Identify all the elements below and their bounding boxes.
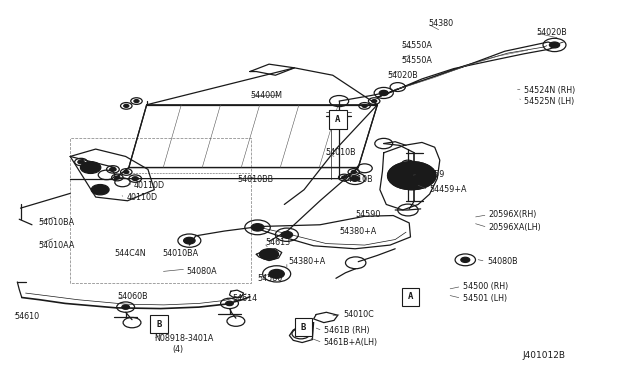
Bar — [294, 318, 312, 336]
Text: A: A — [335, 115, 340, 124]
Text: N08918-3401A: N08918-3401A — [154, 334, 214, 343]
Text: J401012B: J401012B — [522, 350, 565, 360]
Text: 54010C: 54010C — [343, 310, 374, 319]
Circle shape — [269, 269, 284, 278]
Circle shape — [81, 161, 100, 173]
Text: 54459: 54459 — [419, 170, 445, 179]
Text: 20596XA(LH): 20596XA(LH) — [489, 223, 541, 232]
Text: 54614: 54614 — [232, 294, 257, 303]
Bar — [401, 288, 419, 306]
Text: 54524N (RH): 54524N (RH) — [524, 86, 575, 94]
Circle shape — [549, 42, 559, 48]
Text: B: B — [157, 320, 162, 328]
Text: 54500 (RH): 54500 (RH) — [463, 282, 508, 291]
Text: 54459+A: 54459+A — [429, 185, 467, 194]
Text: B: B — [301, 323, 306, 331]
Circle shape — [78, 160, 84, 164]
Text: 54010AA: 54010AA — [38, 241, 75, 250]
Bar — [329, 110, 347, 129]
Text: 54020B: 54020B — [537, 28, 568, 37]
Text: 5461B+A(LH): 5461B+A(LH) — [324, 338, 378, 347]
Circle shape — [281, 231, 292, 238]
Text: 54613: 54613 — [265, 238, 291, 247]
Text: 54010BA: 54010BA — [38, 218, 74, 227]
Circle shape — [251, 224, 264, 231]
Text: 54080B: 54080B — [487, 257, 518, 266]
Circle shape — [124, 105, 129, 108]
Text: 54010BB: 54010BB — [237, 175, 273, 184]
Text: 54590: 54590 — [355, 210, 380, 219]
Text: 54550A: 54550A — [401, 56, 433, 65]
Text: 54010BA: 54010BA — [162, 250, 198, 259]
Circle shape — [406, 173, 417, 179]
Text: 5461B (RH): 5461B (RH) — [324, 326, 369, 335]
Text: 54010B: 54010B — [325, 148, 356, 157]
Text: 54501 (LH): 54501 (LH) — [463, 294, 507, 303]
Text: 54080A: 54080A — [186, 267, 217, 276]
Text: 54525N (LH): 54525N (LH) — [524, 97, 574, 106]
Text: A: A — [408, 292, 413, 301]
Circle shape — [184, 237, 195, 244]
Text: (4): (4) — [172, 345, 183, 354]
Circle shape — [388, 161, 436, 190]
Text: 54020B: 54020B — [388, 71, 419, 80]
Circle shape — [226, 301, 234, 306]
Circle shape — [134, 100, 139, 103]
Text: 544C4N: 544C4N — [115, 250, 147, 259]
Circle shape — [115, 176, 120, 179]
Circle shape — [351, 170, 356, 173]
Circle shape — [380, 90, 388, 96]
Text: 54380+A: 54380+A — [339, 227, 376, 235]
Text: 20596X(RH): 20596X(RH) — [489, 210, 537, 219]
Circle shape — [372, 100, 377, 103]
Text: 54380+A: 54380+A — [288, 257, 325, 266]
Bar — [150, 315, 168, 333]
Text: 54550A: 54550A — [401, 41, 433, 50]
Text: 54580: 54580 — [257, 274, 283, 283]
Text: 54060B: 54060B — [117, 292, 148, 301]
Circle shape — [132, 177, 138, 180]
Circle shape — [259, 249, 278, 260]
Text: 40110D: 40110D — [126, 193, 157, 202]
Text: 54400M: 54400M — [250, 91, 282, 100]
Text: 40110D: 40110D — [134, 182, 165, 190]
Circle shape — [124, 170, 129, 173]
Circle shape — [109, 167, 116, 171]
Circle shape — [362, 105, 367, 108]
Text: 54610: 54610 — [14, 312, 39, 321]
Circle shape — [461, 257, 470, 262]
Text: 54380: 54380 — [428, 19, 454, 28]
Circle shape — [122, 305, 129, 310]
Circle shape — [342, 176, 347, 179]
Circle shape — [351, 176, 360, 181]
Text: 54010B: 54010B — [342, 175, 373, 184]
Circle shape — [92, 185, 109, 195]
